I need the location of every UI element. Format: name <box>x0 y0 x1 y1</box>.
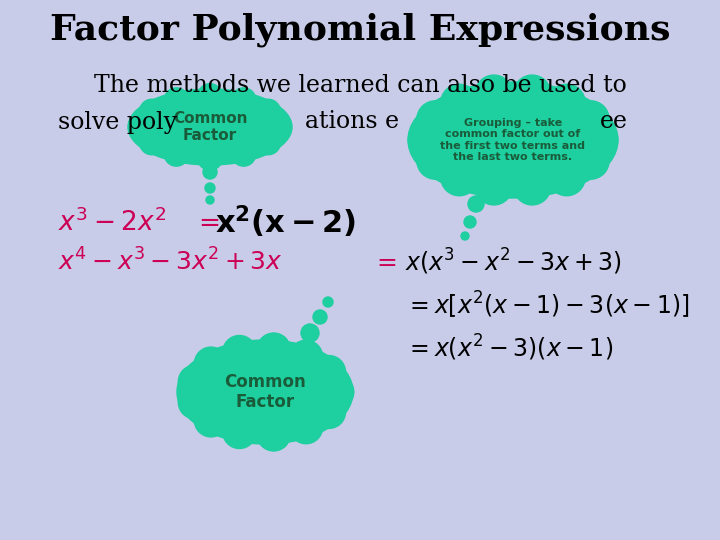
Circle shape <box>468 196 484 212</box>
Circle shape <box>256 131 280 155</box>
Circle shape <box>289 340 323 374</box>
Text: $x(x^3 - x^2 - 3x + 3)$: $x(x^3 - x^2 - 3x + 3)$ <box>405 247 621 277</box>
Circle shape <box>194 347 228 380</box>
Text: ations e: ations e <box>305 111 399 133</box>
Circle shape <box>323 297 333 307</box>
Circle shape <box>475 168 513 205</box>
Text: $=$: $=$ <box>193 210 220 234</box>
Circle shape <box>572 142 609 179</box>
Circle shape <box>461 232 469 240</box>
Circle shape <box>198 146 222 170</box>
Circle shape <box>312 355 346 389</box>
Circle shape <box>203 165 217 179</box>
Circle shape <box>256 99 280 124</box>
Circle shape <box>289 410 323 444</box>
Ellipse shape <box>128 89 292 165</box>
Text: solve poly: solve poly <box>58 111 177 133</box>
Text: Common
Factor: Common Factor <box>224 373 306 411</box>
Circle shape <box>140 131 164 155</box>
Ellipse shape <box>408 82 618 198</box>
Text: $x^4 - x^3 - 3x^2 + 3x$: $x^4 - x^3 - 3x^2 + 3x$ <box>58 248 283 275</box>
Circle shape <box>312 395 346 428</box>
Circle shape <box>205 183 215 193</box>
Circle shape <box>257 333 290 366</box>
Circle shape <box>206 196 214 204</box>
Circle shape <box>408 122 446 159</box>
Circle shape <box>222 415 256 449</box>
Circle shape <box>194 403 228 437</box>
Circle shape <box>231 88 256 112</box>
Circle shape <box>548 84 585 122</box>
Text: ee: ee <box>600 111 628 133</box>
Circle shape <box>265 115 289 139</box>
Circle shape <box>231 142 256 166</box>
Circle shape <box>130 115 155 139</box>
Circle shape <box>475 75 513 112</box>
Circle shape <box>198 84 222 108</box>
Text: $=$: $=$ <box>372 251 397 273</box>
Text: Common
Factor: Common Factor <box>173 111 247 143</box>
Circle shape <box>313 310 327 324</box>
Circle shape <box>441 159 478 195</box>
Circle shape <box>301 324 319 342</box>
Circle shape <box>548 159 585 195</box>
Circle shape <box>222 335 256 369</box>
Text: The methods we learned can also be used to: The methods we learned can also be used … <box>94 73 626 97</box>
Circle shape <box>580 122 618 159</box>
Text: $= x(x^2-3)(x-1)$: $= x(x^2-3)(x-1)$ <box>405 333 613 363</box>
Circle shape <box>572 101 609 138</box>
Circle shape <box>257 417 290 451</box>
Circle shape <box>464 216 476 228</box>
Text: $x^3 - 2x^2$: $x^3 - 2x^2$ <box>58 208 166 237</box>
Circle shape <box>320 375 354 409</box>
Circle shape <box>513 75 551 112</box>
Circle shape <box>441 84 478 122</box>
Circle shape <box>164 88 189 112</box>
Text: $= x[x^2(x-1) - 3(x-1)]$: $= x[x^2(x-1) - 3(x-1)]$ <box>405 289 690 321</box>
Ellipse shape <box>177 340 353 444</box>
Circle shape <box>179 386 212 419</box>
Text: Factor Polynomial Expressions: Factor Polynomial Expressions <box>50 13 670 47</box>
Circle shape <box>140 99 164 124</box>
Circle shape <box>417 142 454 179</box>
Circle shape <box>513 168 551 205</box>
Circle shape <box>417 101 454 138</box>
Text: $\mathbf{x^2(x-2)}$: $\mathbf{x^2(x-2)}$ <box>215 204 356 240</box>
Text: Grouping – take
common factor out of
the first two terms and
the last two terms.: Grouping – take common factor out of the… <box>441 118 585 163</box>
Circle shape <box>179 365 212 399</box>
Circle shape <box>164 142 189 166</box>
